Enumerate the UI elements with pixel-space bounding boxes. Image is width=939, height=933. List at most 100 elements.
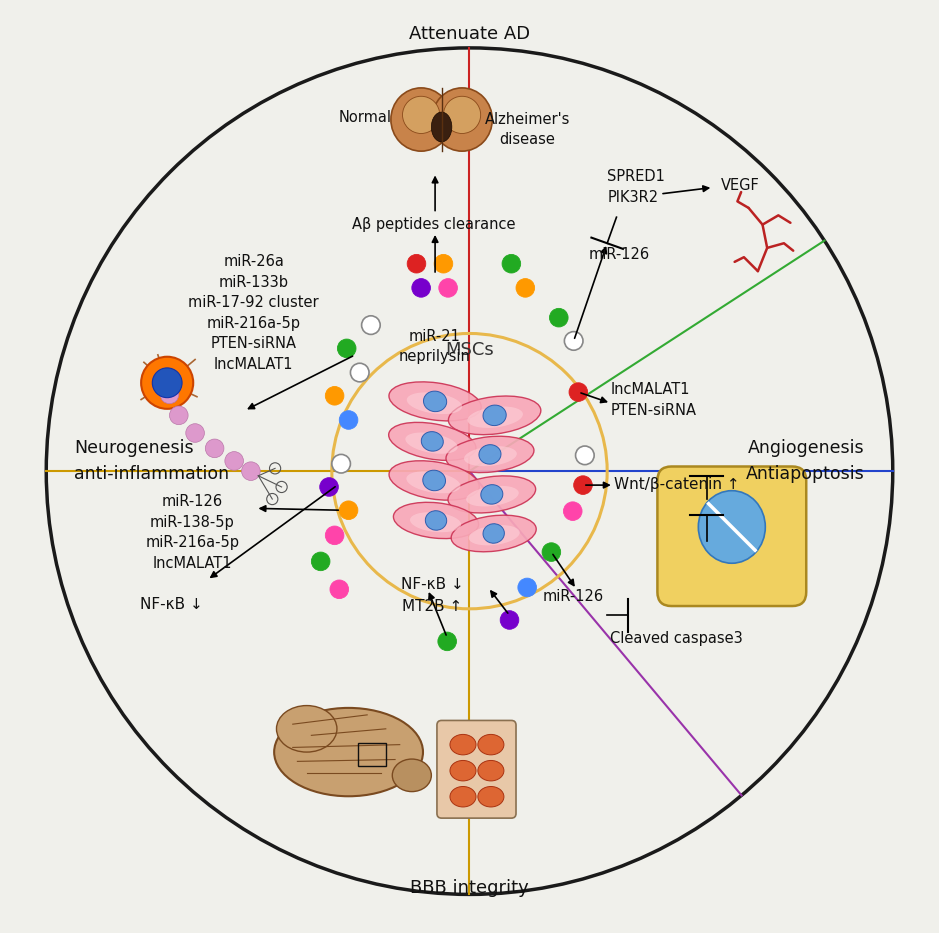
Text: miR-133b: miR-133b — [219, 275, 288, 290]
Ellipse shape — [389, 461, 479, 500]
Ellipse shape — [407, 471, 460, 494]
Ellipse shape — [403, 96, 439, 133]
Text: miR-216a-5p: miR-216a-5p — [146, 536, 239, 550]
Circle shape — [161, 385, 178, 404]
FancyBboxPatch shape — [657, 466, 807, 606]
Text: Angiogenesis: Angiogenesis — [748, 439, 865, 457]
Ellipse shape — [410, 512, 461, 532]
Circle shape — [434, 255, 453, 273]
Circle shape — [438, 632, 456, 650]
Text: Alzheimer's
disease: Alzheimer's disease — [485, 112, 570, 147]
Ellipse shape — [443, 96, 481, 133]
Ellipse shape — [478, 787, 504, 807]
Ellipse shape — [478, 760, 504, 781]
Ellipse shape — [468, 407, 523, 428]
Circle shape — [206, 439, 223, 458]
Ellipse shape — [423, 470, 445, 491]
Circle shape — [518, 578, 536, 597]
Ellipse shape — [478, 734, 504, 755]
Text: Antiapoptosis: Antiapoptosis — [747, 465, 865, 483]
Circle shape — [574, 476, 593, 494]
Circle shape — [542, 543, 561, 562]
Circle shape — [408, 255, 425, 273]
Ellipse shape — [276, 705, 337, 752]
Ellipse shape — [389, 423, 476, 460]
Circle shape — [350, 363, 369, 382]
FancyBboxPatch shape — [437, 720, 516, 818]
Ellipse shape — [446, 437, 534, 473]
Ellipse shape — [393, 502, 479, 538]
Text: PTEN-siRNA: PTEN-siRNA — [210, 336, 297, 351]
Ellipse shape — [422, 432, 443, 452]
Ellipse shape — [432, 88, 492, 151]
Circle shape — [325, 526, 344, 545]
Circle shape — [549, 309, 568, 327]
Circle shape — [141, 356, 193, 409]
Ellipse shape — [483, 405, 506, 425]
Ellipse shape — [450, 734, 476, 755]
Text: Normal: Normal — [339, 110, 392, 125]
Text: lncMALAT1: lncMALAT1 — [214, 356, 294, 371]
Text: neprilysin: neprilysin — [398, 349, 470, 364]
Text: Neurogenesis: Neurogenesis — [74, 439, 193, 457]
Circle shape — [224, 452, 243, 470]
Ellipse shape — [450, 787, 476, 807]
Circle shape — [152, 368, 182, 397]
Ellipse shape — [448, 476, 535, 513]
Ellipse shape — [407, 393, 462, 414]
Circle shape — [563, 502, 582, 521]
Text: Wnt/β-catenin ↑: Wnt/β-catenin ↑ — [614, 477, 739, 492]
Ellipse shape — [391, 88, 452, 151]
Circle shape — [502, 255, 520, 273]
Text: miR-138-5p: miR-138-5p — [150, 515, 235, 530]
Ellipse shape — [481, 484, 503, 504]
Text: anti-inflammation: anti-inflammation — [74, 465, 229, 483]
Bar — [358, 743, 386, 766]
Circle shape — [339, 411, 358, 429]
Text: NF-κB ↓: NF-κB ↓ — [401, 578, 464, 592]
Circle shape — [325, 386, 344, 405]
Circle shape — [362, 315, 380, 334]
Ellipse shape — [451, 515, 536, 551]
Ellipse shape — [406, 433, 457, 453]
Circle shape — [170, 406, 188, 425]
Text: MSCs: MSCs — [445, 341, 494, 359]
Text: miR-126: miR-126 — [543, 590, 605, 605]
Text: miR-126: miR-126 — [162, 494, 223, 509]
Text: miR-126: miR-126 — [589, 247, 650, 262]
Text: NF-κB ↓: NF-κB ↓ — [141, 597, 203, 612]
Ellipse shape — [389, 382, 481, 421]
Ellipse shape — [450, 760, 476, 781]
Ellipse shape — [431, 112, 452, 142]
Text: BBB integrity: BBB integrity — [410, 879, 529, 897]
Ellipse shape — [425, 510, 447, 530]
Circle shape — [241, 462, 260, 480]
Text: miR-26a: miR-26a — [223, 255, 285, 270]
Text: MT2B ↑: MT2B ↑ — [402, 599, 462, 614]
Circle shape — [500, 611, 519, 629]
Ellipse shape — [469, 525, 519, 546]
Ellipse shape — [483, 523, 504, 543]
Circle shape — [46, 48, 893, 895]
Ellipse shape — [479, 445, 501, 464]
Text: SPRED1
PIK3R2: SPRED1 PIK3R2 — [608, 170, 665, 205]
Ellipse shape — [464, 446, 516, 466]
Circle shape — [186, 424, 205, 442]
Text: lncMALAT1: lncMALAT1 — [152, 556, 232, 571]
Text: lncMALAT1
PTEN-siRNA: lncMALAT1 PTEN-siRNA — [611, 382, 697, 418]
Text: VEGF: VEGF — [720, 178, 760, 193]
Ellipse shape — [449, 396, 541, 435]
Circle shape — [516, 279, 534, 298]
Text: Attenuate AD: Attenuate AD — [409, 25, 530, 43]
Circle shape — [320, 478, 338, 496]
Ellipse shape — [699, 491, 765, 564]
Circle shape — [312, 552, 330, 571]
Text: miR-216a-5p: miR-216a-5p — [207, 315, 300, 330]
Text: miR-21: miR-21 — [408, 328, 460, 343]
Ellipse shape — [274, 708, 423, 796]
Ellipse shape — [466, 486, 518, 507]
Text: miR-17-92 cluster: miR-17-92 cluster — [189, 295, 319, 311]
Circle shape — [330, 580, 348, 599]
Circle shape — [576, 446, 594, 465]
Circle shape — [331, 454, 350, 473]
